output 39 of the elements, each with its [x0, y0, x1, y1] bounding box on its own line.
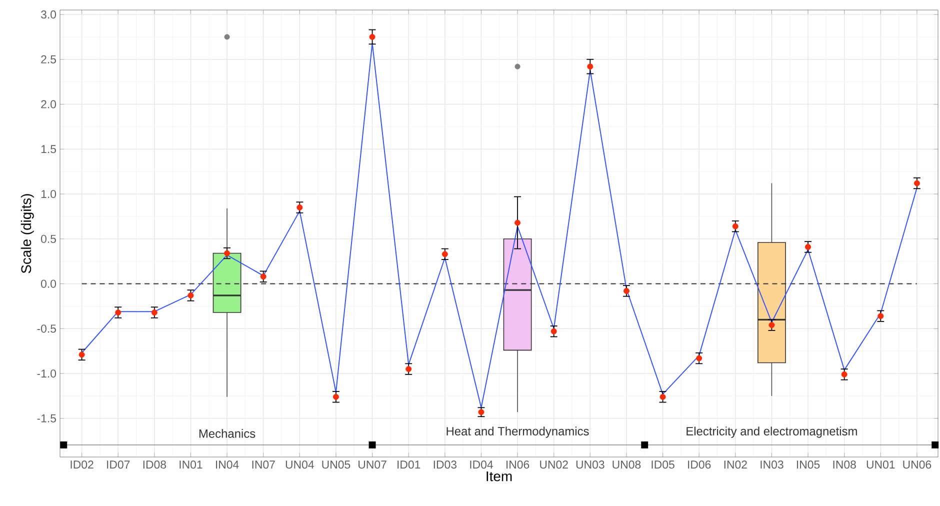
- y-tick-label: 0.0: [41, 280, 56, 288]
- y-tick-label: 1.0: [41, 190, 56, 198]
- x-tick-label: ID08: [143, 460, 166, 469]
- y-tick-label: 0.5: [41, 234, 56, 243]
- x-tick-label: ID05: [652, 460, 674, 469]
- x-tick-label: UN05: [322, 460, 350, 469]
- y-tick-label: 3.0: [40, 10, 56, 19]
- x-tick-label: UN01: [866, 460, 895, 469]
- x-tick-label: IN02: [724, 460, 747, 469]
- x-tick-label: ID03: [434, 460, 456, 469]
- x-tick-label: UN03: [576, 460, 604, 469]
- annotation: Mechanics: [199, 429, 256, 438]
- y-tick-label: -1.0: [37, 369, 56, 378]
- x-tick-label: UN02: [540, 460, 568, 469]
- y-tick-label: 2.5: [41, 55, 56, 64]
- x-tick-label: UN06: [903, 460, 932, 469]
- x-tick-label: IN05: [796, 460, 820, 469]
- x-axis-title: Item: [486, 471, 512, 482]
- x-tick-label: IN07: [252, 460, 275, 469]
- x-tick-label: UN04: [286, 460, 314, 469]
- x-tick-label: IN04: [216, 460, 239, 469]
- x-tick-label: UN08: [612, 460, 641, 469]
- x-tick-label: IN03: [760, 460, 784, 469]
- annotation: Electricity and electromagnetism: [686, 426, 857, 438]
- y-axis-title: Scale (digits): [20, 194, 34, 274]
- annotation: Heat and Thermodynamics: [446, 426, 589, 438]
- y-tick-label: -0.5: [37, 324, 56, 333]
- x-tick-label: ID04: [470, 460, 493, 469]
- y-tick-label: 1.5: [41, 145, 56, 154]
- x-tick-label: ID01: [398, 460, 420, 469]
- x-tick-label: ID02: [70, 460, 94, 469]
- x-tick-label: IN08: [833, 460, 856, 469]
- x-tick-label: ID06: [688, 460, 711, 469]
- x-tick-label: IN01: [180, 460, 202, 469]
- x-tick-label: ID07: [107, 460, 130, 469]
- x-tick-label: UN07: [358, 460, 386, 469]
- x-tick-label: IN06: [506, 460, 530, 469]
- y-tick-label: -1.5: [37, 414, 56, 422]
- y-tick-label: 2.0: [41, 100, 56, 108]
